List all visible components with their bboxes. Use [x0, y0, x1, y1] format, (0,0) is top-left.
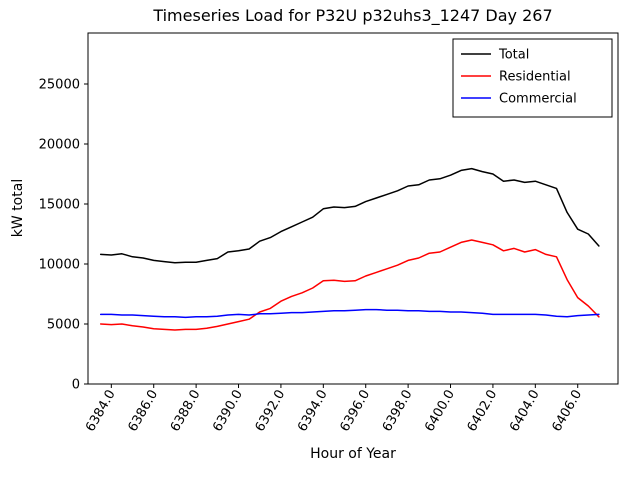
legend: Total Residential Commercial	[452, 38, 613, 118]
x-tick-label: 6392.0	[253, 388, 289, 435]
legend-box	[452, 38, 613, 118]
series-line-commercial	[99, 308, 600, 319]
x-tick-label: 6402.0	[465, 388, 501, 435]
legend-label-commercial: Commercial	[499, 92, 577, 107]
y-tick-label: 0	[72, 378, 80, 393]
y-tick-label: 5000	[47, 318, 80, 333]
x-tick-label: 6386.0	[125, 388, 161, 435]
axes-frame	[87, 32, 619, 385]
series-line-total	[99, 167, 600, 264]
y-tick-label: 10000	[39, 258, 80, 273]
legend-label-residential: Residential	[499, 70, 571, 85]
x-axis-label: Hour of Year	[310, 446, 396, 462]
x-tick-label: 6390.0	[210, 388, 246, 435]
x-tick-label: 6394.0	[295, 388, 331, 435]
x-tick-label: 6404.0	[507, 388, 543, 435]
chart-title: Timeseries Load for P32U p32uhs3_1247 Da…	[152, 6, 552, 26]
x-tick-label: 6400.0	[422, 388, 458, 435]
y-axis-label: kW total	[10, 179, 26, 237]
x-tick-label: 6388.0	[168, 388, 204, 435]
y-tick-label: 15000	[39, 198, 80, 213]
series-line-residential	[99, 239, 600, 331]
x-tick-label: 6384.0	[83, 388, 119, 435]
legend-label-total: Total	[498, 48, 529, 63]
y-tick-label: 25000	[39, 78, 80, 93]
x-tick-label: 6398.0	[380, 388, 416, 435]
x-tick-label: 6406.0	[549, 388, 585, 435]
x-tick-label: 6396.0	[337, 388, 373, 435]
y-tick-label: 20000	[39, 138, 80, 153]
